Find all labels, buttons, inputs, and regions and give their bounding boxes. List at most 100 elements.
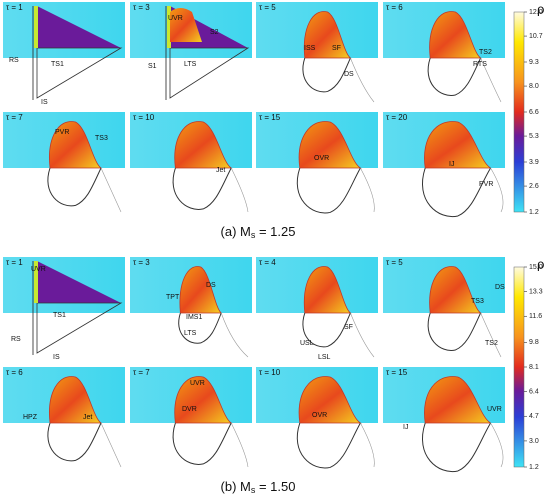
panel: τ = 3 UVR S2 S1 LTS — [130, 2, 252, 108]
shock-strip — [34, 261, 38, 303]
colorbar-tick-label: 13.3 — [529, 288, 543, 295]
body — [37, 261, 121, 303]
shock-arc — [480, 57, 502, 103]
vortex-upper — [298, 376, 362, 424]
body-lower — [169, 47, 250, 99]
annotation: UVR — [31, 266, 46, 273]
colorbar-tick-label: 9.8 — [529, 339, 539, 346]
vortex-lower — [296, 167, 361, 214]
time-label: τ = 3 — [133, 3, 150, 12]
vortex-lower — [427, 57, 482, 96]
colorbar — [513, 266, 525, 468]
annotation: RS — [9, 57, 19, 64]
panel: τ = 15 OVR — [256, 112, 378, 218]
caption-suffix: = 1.25 — [255, 224, 295, 239]
caption-subscript: s — [251, 485, 256, 495]
annotation: SF — [332, 45, 341, 52]
annotation: IS — [41, 99, 48, 106]
shock-arc — [490, 167, 504, 213]
annotation: UVR — [190, 380, 205, 387]
colorbar-tick-label: 3.9 — [529, 159, 539, 166]
annotation: PVR — [479, 181, 493, 188]
caption: (b) Ms = 1.50 — [221, 479, 296, 495]
vortex-upper — [303, 11, 352, 59]
panel: τ = 7 UVR DVR — [130, 367, 252, 473]
vortex-lower — [302, 57, 351, 93]
vortex-lower — [427, 312, 482, 351]
annotation: UVR — [487, 406, 502, 413]
annotation: Jet — [83, 414, 92, 421]
shock-arc — [480, 312, 502, 358]
vortex-upper — [303, 266, 352, 314]
panel: τ = 15 UVR IJ — [383, 367, 505, 473]
colorbar-tick-label: 9.3 — [529, 59, 539, 66]
annotation: IJ — [403, 424, 408, 431]
colorbar — [513, 11, 525, 213]
caption-subscript: s — [251, 230, 256, 240]
vortex-lower — [172, 167, 232, 210]
panel: τ = 7 PVR TS3 — [3, 112, 125, 218]
colorbar-tick-label: 1.2 — [529, 464, 539, 471]
time-label: τ = 1 — [6, 3, 23, 12]
annotation: IMS1 — [186, 314, 202, 321]
annotation: RS — [11, 336, 21, 343]
time-label: τ = 6 — [386, 3, 403, 12]
annotation: OVR — [314, 155, 329, 162]
annotation: ISS — [304, 45, 316, 52]
colorbar-tick-label: 5.3 — [529, 133, 539, 140]
caption-prefix: (b) M — [221, 479, 251, 494]
annotation: RTS — [473, 61, 487, 68]
shock-arc — [360, 167, 375, 213]
shock-strip — [34, 6, 38, 48]
panel: τ = 5 TS3 DS TS2 — [383, 257, 505, 363]
body-lower — [36, 47, 123, 99]
panel: τ = 10 Jet — [130, 112, 252, 218]
time-label: τ = 7 — [6, 113, 23, 122]
annotation: TS1 — [51, 61, 64, 68]
vortex-upper — [429, 266, 482, 314]
vortex-upper — [49, 376, 103, 424]
panel: τ = 6 TS2 RTS — [383, 2, 505, 108]
colorbar-tick-label: 2.6 — [529, 183, 539, 190]
annotation: USL — [300, 340, 314, 347]
colorbar-symbol: ρ — [537, 256, 544, 271]
panel: τ = 5 ISS SF DS — [256, 2, 378, 108]
body — [37, 6, 121, 48]
colorbar-symbol: ρ — [537, 1, 544, 16]
shock-arc — [100, 422, 122, 468]
panel: τ = 1 RS TS1 IS — [3, 2, 125, 108]
annotation: TS2 — [479, 49, 492, 56]
panel: τ = 1 UVR RS TS1 IS — [3, 257, 125, 363]
annotation: S2 — [210, 29, 219, 36]
shock-arc — [230, 167, 249, 213]
vortex-upper — [424, 121, 491, 169]
annotation: S1 — [148, 63, 157, 70]
vortex-lower — [296, 422, 361, 469]
vortex-upper — [429, 11, 482, 59]
vortex-lower — [47, 167, 102, 207]
vortex-lower — [302, 312, 351, 348]
shock-strip — [167, 6, 171, 48]
vortex-upper — [49, 121, 103, 169]
annotation: PVR — [55, 129, 69, 136]
shock-arc — [490, 422, 504, 468]
colorbar-tick-label: 4.7 — [529, 413, 539, 420]
time-label: τ = 5 — [386, 258, 403, 267]
annotation: DS — [206, 282, 216, 289]
annotation: IS — [53, 354, 60, 361]
vortex-lower — [422, 422, 492, 473]
annotation: DVR — [182, 406, 197, 413]
annotation: SF — [344, 324, 353, 331]
time-label: τ = 4 — [259, 258, 276, 267]
annotation: DS — [344, 71, 354, 78]
time-label: τ = 3 — [133, 258, 150, 267]
vortex-upper — [174, 121, 233, 169]
colorbar-tick-label: 10.7 — [529, 33, 543, 40]
colorbar-tick-label: 11.6 — [529, 313, 542, 320]
time-label: τ = 10 — [133, 113, 155, 122]
panel: τ = 3 TPT DS IMS1 LTS — [130, 257, 252, 363]
colorbar-tick-label: 6.4 — [529, 388, 539, 395]
annotation: Jet — [216, 167, 225, 174]
time-label: τ = 6 — [6, 368, 23, 377]
annotation: LTS — [184, 61, 197, 68]
